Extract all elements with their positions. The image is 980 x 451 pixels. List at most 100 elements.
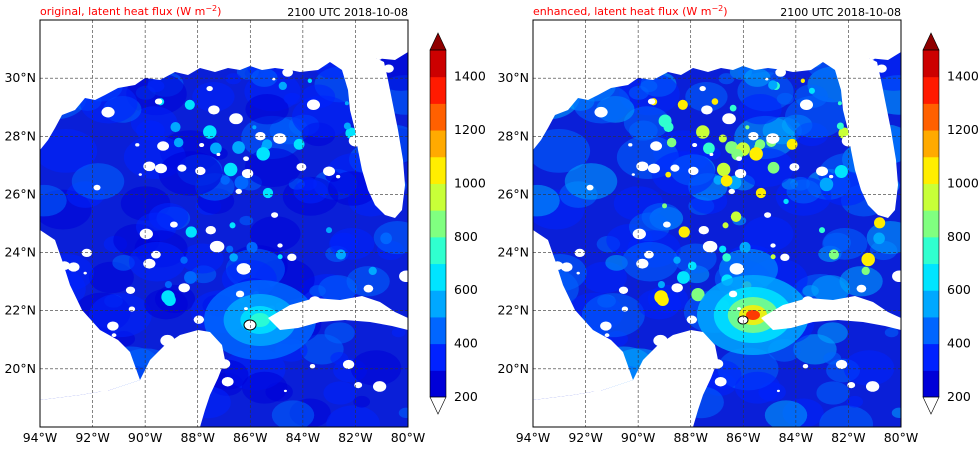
cloud-gap [533, 289, 544, 301]
convective-cell [834, 164, 848, 178]
flux-patch [640, 80, 658, 93]
convective-cell [164, 280, 173, 289]
cloud-gap [40, 289, 51, 301]
colorbar-tick-label: 1000 [947, 175, 979, 190]
y-tick-label: 30°N [497, 70, 529, 85]
cloud-gap [305, 304, 313, 311]
flux-patch [786, 179, 821, 204]
cloud-gap [600, 321, 612, 331]
convective-cell [711, 98, 719, 105]
convective-cell [184, 271, 197, 284]
colorbar-segment [430, 156, 446, 184]
cloud-gap [701, 105, 713, 115]
y-tick-label: 28°N [497, 128, 529, 143]
cloud-gap [140, 385, 153, 395]
flux-patch [764, 400, 808, 427]
x-tick-label: 84°W [286, 430, 321, 445]
convective-cell [808, 87, 815, 94]
flux-patch [823, 351, 842, 365]
convective-cell [335, 249, 346, 260]
convective-cell [819, 177, 834, 192]
cloud-gap [157, 141, 170, 151]
cloud-gap [309, 296, 321, 306]
cloud-gap [877, 313, 885, 320]
x-tick-label: 90°W [621, 430, 656, 445]
cloud-gap [309, 364, 316, 369]
colorbar-frame [429, 49, 447, 398]
cloud-gap [835, 359, 848, 369]
cloud-gap [822, 29, 828, 34]
flux-patch [158, 151, 223, 196]
flux-patch [581, 293, 645, 338]
cloud-gap [159, 59, 167, 66]
flux-patch [326, 405, 381, 427]
panel-title: enhanced, latent heat flux (W m−2) [533, 4, 728, 18]
cloud-gap [711, 359, 724, 369]
colorbar-segment [430, 76, 446, 104]
convective-cell [716, 162, 731, 177]
convective-cell [770, 254, 776, 260]
flux-patch [271, 400, 315, 427]
x-tick-label: 92°W [75, 430, 110, 445]
convective-cell [173, 137, 184, 148]
cloud-gap [199, 142, 205, 148]
flux-patch [846, 395, 864, 408]
cloud-gap [384, 313, 392, 320]
cloud-gap [70, 323, 85, 336]
cloud-gap [599, 343, 605, 348]
colorbar-segment [923, 183, 939, 211]
cloud-gap [728, 290, 738, 298]
flux-patch [136, 120, 165, 141]
flux-patch [685, 81, 728, 112]
cloud-gap [594, 106, 608, 118]
cloud-gap [221, 377, 234, 387]
flux-patch [128, 241, 186, 282]
cloud-gap [138, 173, 142, 176]
cloud-gap [604, 333, 610, 338]
colorbar-tick-label: 600 [947, 282, 971, 297]
cloud-gap [105, 38, 119, 50]
flux-patch [250, 68, 278, 87]
convective-cell [658, 114, 672, 128]
colorbar-tick-label: 600 [454, 282, 478, 297]
convective-cell [252, 125, 257, 130]
hurricane-band [746, 310, 760, 320]
cloud-gap [386, 137, 400, 148]
x-tick-label: 80°W [884, 430, 919, 445]
convective-cell [722, 253, 731, 262]
flux-patch [330, 351, 349, 365]
colorbar-tick-label: 400 [454, 336, 478, 351]
cloud-gap [775, 68, 786, 77]
cloud-gap [728, 188, 736, 195]
convective-cell [800, 78, 806, 83]
colorbar-tick-label: 1200 [454, 122, 486, 137]
cloud-gap [209, 240, 225, 253]
cloud-gap [272, 77, 276, 81]
x-tick-label: 82°W [338, 430, 373, 445]
colorbar-segment [923, 236, 939, 265]
flux-patch [40, 184, 67, 217]
flux-patch [619, 72, 680, 116]
cloud-gap [652, 59, 660, 66]
convective-cell [368, 266, 377, 276]
cloud-gap [573, 395, 587, 406]
colorbar-tick-label: 200 [947, 389, 971, 404]
colorbar-segment [923, 370, 939, 398]
cloud-gap [80, 395, 94, 406]
colorbar-segment [430, 370, 446, 398]
cloud-gap [63, 417, 74, 426]
flux-patch [324, 322, 355, 344]
convective-cell [719, 245, 727, 253]
convective-cell [262, 187, 274, 199]
x-tick-label: 82°W [831, 430, 866, 445]
cloud-gap [722, 113, 736, 125]
cloud-gap [699, 86, 706, 92]
convective-cell [730, 211, 742, 222]
flux-patch [147, 80, 165, 93]
x-tick-label: 80°W [391, 430, 426, 445]
flux-patch [126, 72, 187, 116]
y-tick-label: 22°N [4, 303, 36, 318]
cloud-gap [244, 307, 248, 311]
y-tick-label: 28°N [4, 128, 36, 143]
convective-cell [657, 280, 666, 289]
